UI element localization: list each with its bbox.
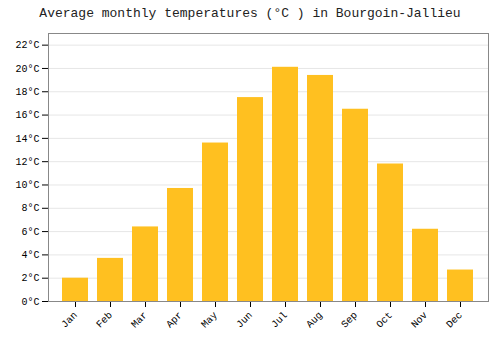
svg-text:14°C: 14°C — [15, 134, 39, 145]
svg-text:16°C: 16°C — [15, 110, 39, 121]
svg-text:Feb: Feb — [94, 310, 115, 331]
svg-text:12°C: 12°C — [15, 157, 39, 168]
svg-text:Sep: Sep — [339, 310, 360, 331]
svg-text:Nov: Nov — [409, 310, 430, 331]
svg-text:22°C: 22°C — [15, 40, 39, 51]
svg-text:2°C: 2°C — [21, 273, 39, 284]
svg-text:May: May — [199, 310, 220, 331]
svg-text:Jul: Jul — [269, 310, 290, 331]
svg-text:Oct: Oct — [374, 310, 395, 331]
svg-text:Mar: Mar — [129, 310, 150, 331]
svg-text:20°C: 20°C — [15, 64, 39, 75]
svg-text:Apr: Apr — [164, 310, 185, 331]
svg-text:18°C: 18°C — [15, 87, 39, 98]
svg-text:Aug: Aug — [304, 310, 325, 331]
svg-text:8°C: 8°C — [21, 203, 39, 214]
svg-text:Dec: Dec — [444, 310, 465, 331]
svg-text:4°C: 4°C — [21, 250, 39, 261]
html-text:Average monthly temperatures (: Average monthly temperatures (°C ) in Bo… — [39, 6, 461, 21]
svg-text:0°C: 0°C — [21, 297, 39, 308]
svg-text:Jun: Jun — [234, 310, 255, 331]
svg-text:10°C: 10°C — [15, 180, 39, 191]
svg-text:6°C: 6°C — [21, 227, 39, 238]
svg-text:Jan: Jan — [59, 310, 80, 331]
